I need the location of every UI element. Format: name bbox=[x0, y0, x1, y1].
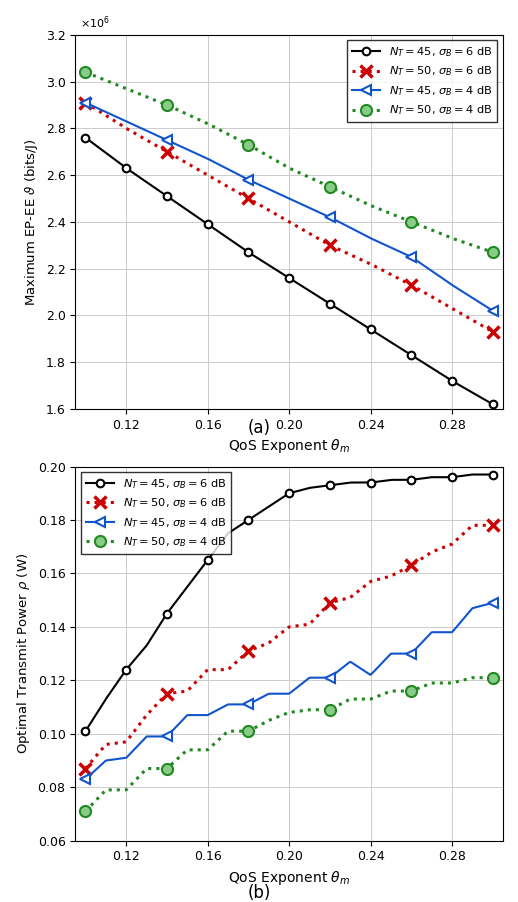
Text: (b): (b) bbox=[247, 884, 271, 902]
Y-axis label: Maximum EP-EE $\vartheta$ (bits/J): Maximum EP-EE $\vartheta$ (bits/J) bbox=[23, 138, 40, 306]
Legend: $N_T = 45$, $\sigma_B = 6$ dB, $N_T = 50$, $\sigma_B = 6$ dB, $N_T = 45$, $\sigm: $N_T = 45$, $\sigma_B = 6$ dB, $N_T = 50… bbox=[81, 473, 231, 554]
X-axis label: QoS Exponent $\theta_m$: QoS Exponent $\theta_m$ bbox=[228, 437, 350, 456]
Text: $\times10^6$: $\times10^6$ bbox=[80, 14, 109, 31]
X-axis label: QoS Exponent $\theta_m$: QoS Exponent $\theta_m$ bbox=[228, 869, 350, 887]
Legend: $N_T = 45$, $\sigma_B = 6$ dB, $N_T = 50$, $\sigma_B = 6$ dB, $N_T = 45$, $\sigm: $N_T = 45$, $\sigma_B = 6$ dB, $N_T = 50… bbox=[347, 41, 497, 122]
Y-axis label: Optimal Transmit Power $\rho$ (W): Optimal Transmit Power $\rho$ (W) bbox=[15, 553, 32, 754]
Text: (a): (a) bbox=[248, 419, 270, 437]
